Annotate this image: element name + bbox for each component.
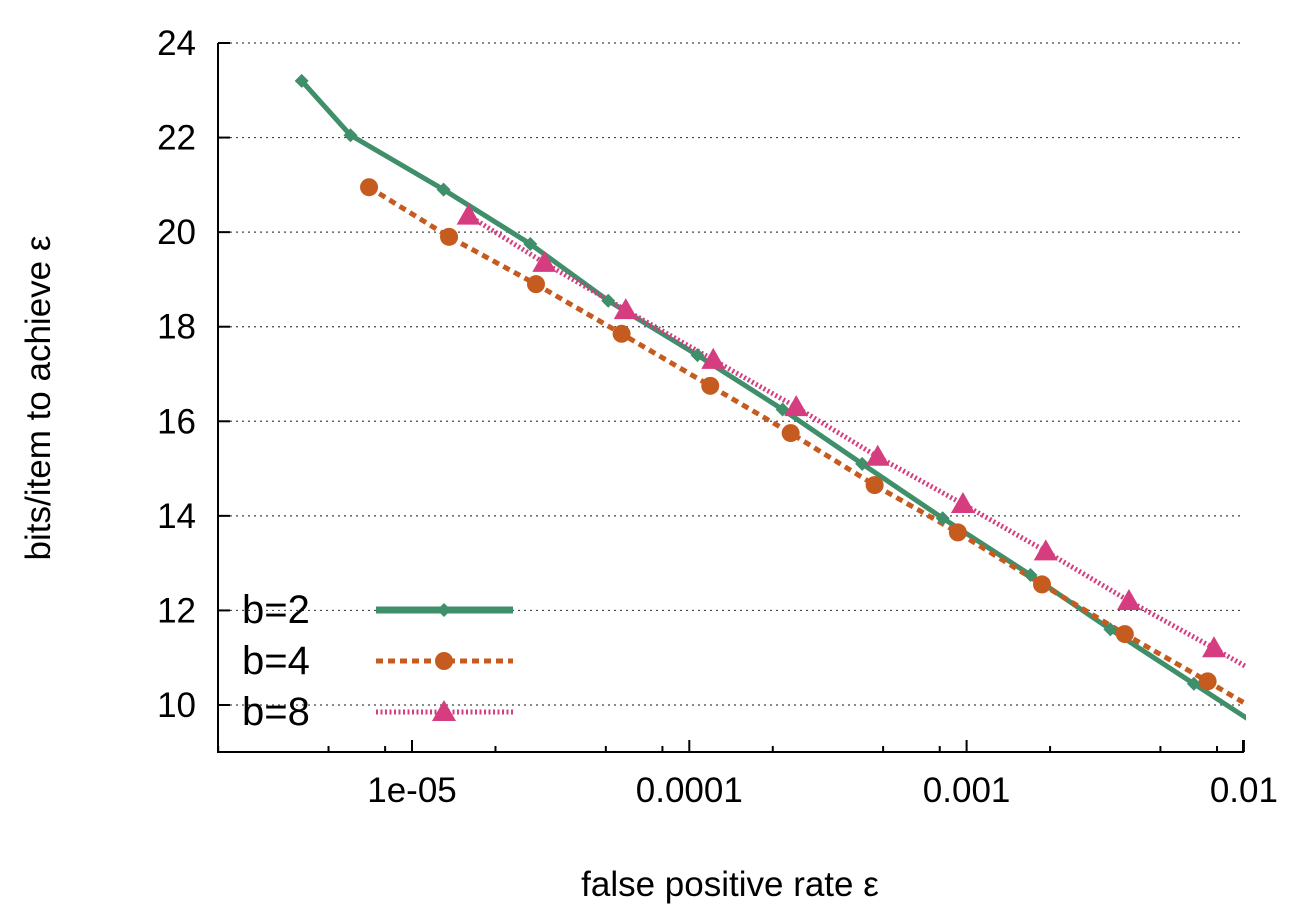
x-tick-label: 1e-05	[367, 771, 457, 810]
legend-label: b=8	[242, 690, 310, 734]
triangle-marker	[532, 250, 557, 272]
legend-label: b=4	[242, 639, 310, 683]
series-line-b4	[367, 185, 1246, 707]
circle-marker	[701, 376, 720, 395]
circle-marker	[1198, 672, 1217, 691]
triangle-marker	[950, 492, 975, 514]
legend-label: b=2	[242, 588, 310, 632]
triangle-marker	[1033, 539, 1058, 561]
circle-marker	[1032, 575, 1051, 594]
circle-marker	[360, 178, 379, 197]
triangle-marker	[1201, 636, 1226, 658]
diamond-marker	[343, 128, 358, 143]
y-tick-labels: 10 12 14 16 18 20 22 24	[157, 24, 196, 725]
triangle-marker	[432, 700, 456, 721]
triangle-marker	[1116, 588, 1141, 610]
markers-group	[294, 73, 1226, 691]
y-tick-label: 24	[157, 24, 196, 63]
circle-marker	[435, 652, 453, 670]
diamond-marker	[855, 456, 870, 471]
y-tick-label: 22	[157, 119, 196, 158]
circle-marker	[1115, 625, 1134, 644]
axes	[217, 42, 1245, 753]
y-tick-label: 18	[157, 308, 196, 347]
series-line-b8	[467, 213, 1246, 670]
triangle-marker	[456, 203, 481, 225]
y-tick-label: 12	[157, 591, 196, 630]
y-tick-label: 10	[157, 686, 196, 725]
triangle-marker	[701, 347, 726, 369]
diamond-marker	[601, 293, 616, 308]
y-tick-label: 14	[157, 497, 196, 536]
diamond-marker	[436, 182, 451, 197]
x-axis-title: false positive rate ε	[581, 865, 879, 904]
legend: b=2 b=4 b=8	[242, 588, 513, 734]
x-tick-labels: 1e-05 0.0001 0.001 0.01	[367, 771, 1278, 810]
diamond-marker	[437, 603, 451, 617]
circle-marker	[948, 523, 967, 542]
circle-marker	[781, 424, 800, 443]
circle-marker	[865, 476, 884, 495]
diamond-marker	[1023, 567, 1038, 582]
diamond-marker	[690, 348, 705, 363]
circle-marker	[526, 275, 545, 294]
triangle-marker	[784, 395, 809, 417]
diamond-marker	[1186, 676, 1201, 691]
triangle-marker	[613, 298, 638, 320]
diamond-marker	[523, 236, 538, 251]
y-tick-label: 16	[157, 402, 196, 441]
x-tick-label: 0.01	[1210, 771, 1278, 810]
y-tick-label: 20	[157, 213, 196, 252]
diamond-marker	[1103, 622, 1118, 637]
triangle-marker	[865, 444, 890, 466]
y-axis-title: bits/item to achieve ε	[19, 236, 58, 561]
circle-marker	[612, 324, 631, 343]
x-tick-label: 0.001	[923, 771, 1011, 810]
circle-marker	[440, 227, 459, 246]
x-tick-label: 0.0001	[636, 771, 743, 810]
diamond-marker	[294, 73, 309, 88]
diamond-marker	[935, 511, 950, 526]
